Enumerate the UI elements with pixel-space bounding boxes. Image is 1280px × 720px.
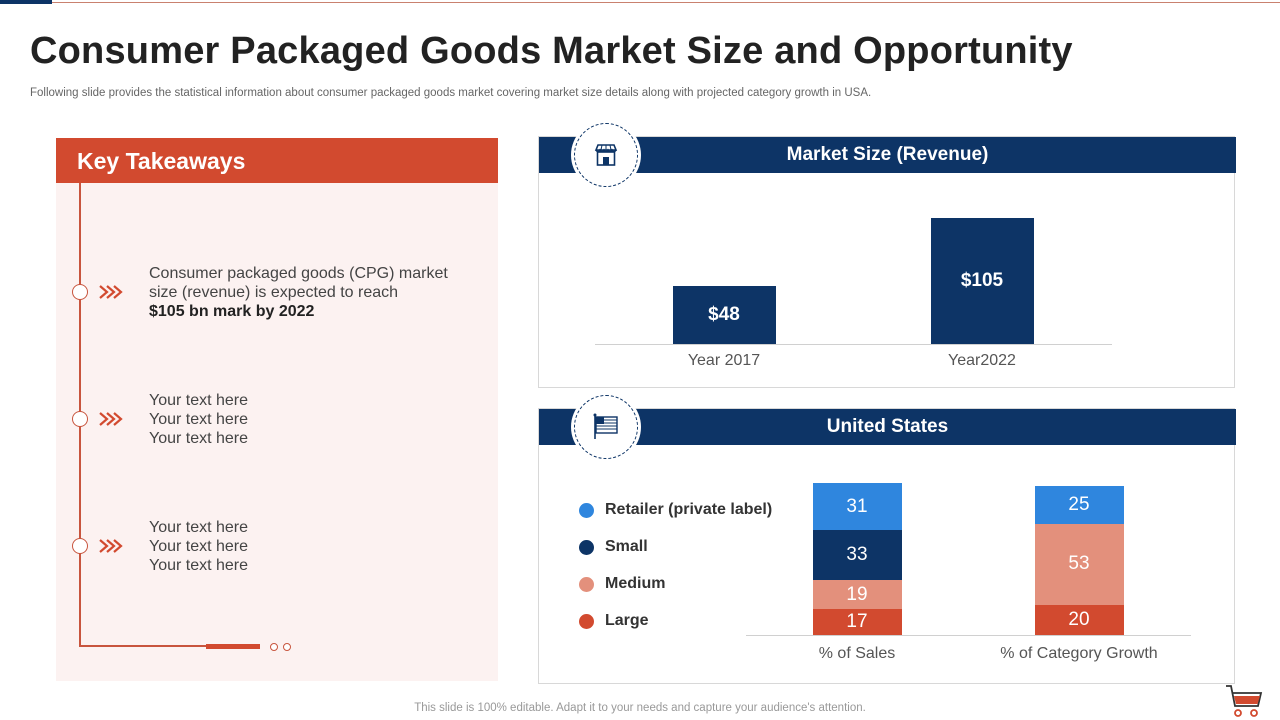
segment-value-label: 20 bbox=[1068, 608, 1090, 630]
legend-swatch bbox=[579, 539, 594, 555]
top-rule bbox=[0, 2, 1280, 3]
category-label: % of Sales bbox=[818, 645, 896, 662]
takeaway-line: Your text here bbox=[149, 411, 249, 428]
market-size-card: Market Size (Revenue) $48 Year 2017 $105 Ye… bbox=[538, 136, 1236, 388]
timeline-node bbox=[72, 411, 88, 427]
stacked-segment: 25 bbox=[1034, 486, 1124, 525]
market-size-header: Market Size (Revenue) bbox=[539, 137, 1236, 173]
slide-title: Consumer Packaged Goods Market Size and … bbox=[30, 30, 1073, 72]
takeaway-text: Consumer packaged goods (CPG) market siz… bbox=[149, 264, 448, 321]
bar-value-label: $48 bbox=[708, 304, 740, 326]
category-label: Year2022 bbox=[948, 352, 1016, 369]
timeline-dot bbox=[270, 643, 278, 651]
stacked-segment: 33 bbox=[812, 530, 902, 581]
takeaway-line: Your text here bbox=[149, 430, 249, 447]
united-states-header: United States bbox=[539, 409, 1236, 445]
legend-item: Retailer (private label) bbox=[579, 500, 772, 520]
stacked-segment: 20 bbox=[1034, 604, 1124, 635]
store-icon bbox=[574, 123, 638, 187]
stacked-segment: 31 bbox=[812, 483, 902, 531]
slide-footer: This slide is 100% editable. Adapt it to… bbox=[414, 702, 866, 714]
us-chart-axis bbox=[746, 635, 1191, 636]
segment-value-label: 53 bbox=[1068, 553, 1090, 575]
timeline-bottom-line bbox=[79, 645, 229, 647]
segment-value-label: 25 bbox=[1068, 494, 1090, 516]
legend-swatch bbox=[579, 502, 594, 518]
legend-item: Small bbox=[579, 537, 648, 557]
key-takeaways-panel: Key Takeaways Consumer packaged goods (C… bbox=[56, 138, 498, 681]
segment-value-label: 17 bbox=[846, 611, 868, 633]
category-label: Year 2017 bbox=[687, 352, 761, 369]
segment-value-label: 19 bbox=[846, 583, 868, 605]
chevrons-right-icon bbox=[99, 412, 123, 426]
legend-swatch bbox=[579, 613, 594, 629]
takeaway-highlight: $105 bn mark by 2022 bbox=[149, 303, 315, 320]
stacked-segment: 53 bbox=[1034, 524, 1124, 605]
takeaway-line: Consumer packaged goods (CPG) market bbox=[149, 265, 448, 282]
key-takeaways-header: Key Takeaways bbox=[56, 138, 498, 183]
us-flag-icon bbox=[574, 395, 638, 459]
stacked-segment: 19 bbox=[812, 580, 902, 610]
chevrons-right-icon bbox=[99, 285, 123, 299]
market-chart-axis bbox=[595, 344, 1112, 345]
takeaway-line: Your text here bbox=[149, 557, 249, 574]
takeaway-line: Your text here bbox=[149, 392, 249, 409]
shopping-cart-icon bbox=[1226, 685, 1263, 717]
market-bar: $105 bbox=[930, 218, 1034, 344]
legend-label: Small bbox=[605, 538, 648, 555]
takeaway-text: Your text here Your text here Your text … bbox=[149, 391, 248, 448]
takeaway-text: Your text here Your text here Your text … bbox=[149, 518, 248, 575]
united-states-card: United States Retailer (private label) Sm… bbox=[538, 408, 1236, 684]
takeaway-line: Your text here bbox=[149, 538, 249, 555]
bar-value-label: $105 bbox=[960, 270, 1004, 291]
legend-swatch bbox=[579, 576, 594, 592]
category-label: % of Category Growth bbox=[1000, 645, 1158, 662]
segment-value-label: 33 bbox=[846, 544, 868, 566]
timeline-node bbox=[72, 538, 88, 554]
timeline-node bbox=[72, 284, 88, 300]
slide-subtitle: Following slide provides the statistical… bbox=[30, 87, 872, 99]
legend-label: Retailer (private label) bbox=[605, 501, 773, 518]
market-bar: $48 bbox=[672, 286, 776, 344]
legend-item: Medium bbox=[579, 574, 665, 594]
timeline-accent-bar bbox=[206, 644, 260, 649]
legend-label: Medium bbox=[605, 575, 666, 592]
timeline-dot bbox=[283, 643, 291, 651]
legend-item: Large bbox=[579, 611, 649, 631]
top-accent-bar bbox=[0, 0, 52, 4]
takeaway-line: Your text here bbox=[149, 519, 249, 536]
takeaway-line: size (revenue) is expected to reach bbox=[149, 284, 399, 301]
segment-value-label: 31 bbox=[846, 495, 868, 517]
legend-label: Large bbox=[605, 612, 649, 629]
stacked-segment: 17 bbox=[812, 609, 902, 635]
chevrons-right-icon bbox=[99, 539, 123, 553]
